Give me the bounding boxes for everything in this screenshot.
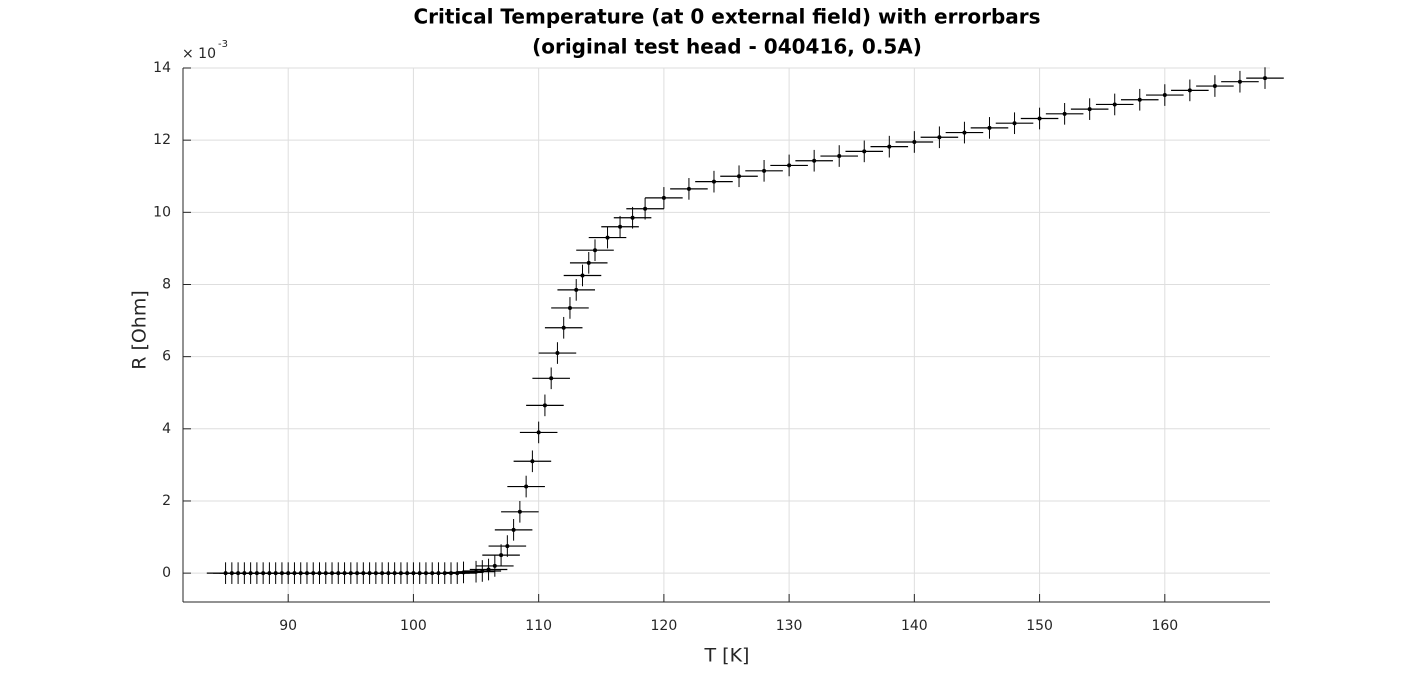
x-tick-label: 160 (1151, 618, 1178, 634)
x-tick-label: 120 (651, 618, 678, 634)
point (962, 130, 967, 135)
point (555, 351, 560, 356)
point (1187, 88, 1192, 93)
point (567, 305, 572, 310)
y-tick-label: 10 (153, 204, 171, 220)
point (862, 149, 867, 154)
point (486, 567, 491, 572)
point (1062, 111, 1067, 116)
x-tick-label: 100 (400, 618, 427, 634)
point (1012, 121, 1017, 126)
point (593, 248, 598, 253)
point (912, 139, 917, 144)
point (492, 563, 497, 568)
y-multiplier: × 10 (182, 46, 216, 62)
chart-title: Critical Temperature (at 0 external fiel… (413, 5, 1040, 29)
point (474, 569, 479, 574)
point (530, 459, 535, 464)
point (661, 195, 666, 200)
point (1262, 76, 1267, 81)
y-multiplier-exponent: -3 (218, 39, 228, 50)
point (686, 186, 691, 191)
point (1037, 116, 1042, 121)
point (618, 224, 623, 229)
y-tick-label: 12 (153, 132, 171, 148)
point (643, 206, 648, 211)
x-tick-label: 90 (279, 618, 297, 634)
point (511, 527, 516, 532)
y-tick-label: 2 (162, 493, 171, 509)
y-tick-label: 14 (153, 60, 171, 76)
y-tick-label: 0 (162, 565, 171, 581)
y-tick-label: 8 (162, 276, 171, 292)
point (1237, 79, 1242, 84)
chart-subtitle: (original test head - 040416, 0.5A) (532, 35, 922, 59)
point (524, 484, 529, 489)
point (561, 325, 566, 330)
point (630, 215, 635, 220)
point (605, 235, 610, 240)
point (837, 154, 842, 159)
point (549, 376, 554, 381)
x-tick-label: 140 (901, 618, 928, 634)
y-axis-label: R [Ohm] (129, 290, 151, 370)
point (574, 287, 579, 292)
point (580, 273, 585, 278)
point (1087, 107, 1092, 112)
x-tick-label: 110 (525, 618, 552, 634)
point (499, 553, 504, 558)
point (517, 509, 522, 514)
x-axis-label: T [K] (704, 645, 750, 667)
point (1212, 84, 1217, 89)
point (1112, 102, 1117, 107)
x-tick-label: 150 (1026, 618, 1053, 634)
point (542, 403, 547, 408)
point (812, 158, 817, 163)
point (1162, 93, 1167, 98)
point (505, 544, 510, 549)
point (762, 168, 767, 173)
point (937, 135, 942, 140)
y-tick-label: 6 (162, 349, 171, 365)
point (987, 125, 992, 130)
x-tick-label: 130 (776, 618, 803, 634)
point (711, 179, 716, 184)
point (586, 260, 591, 265)
point (787, 163, 792, 168)
point (737, 174, 742, 179)
point (1137, 97, 1142, 102)
point (887, 144, 892, 149)
y-tick-label: 4 (162, 421, 171, 437)
point (536, 430, 541, 435)
